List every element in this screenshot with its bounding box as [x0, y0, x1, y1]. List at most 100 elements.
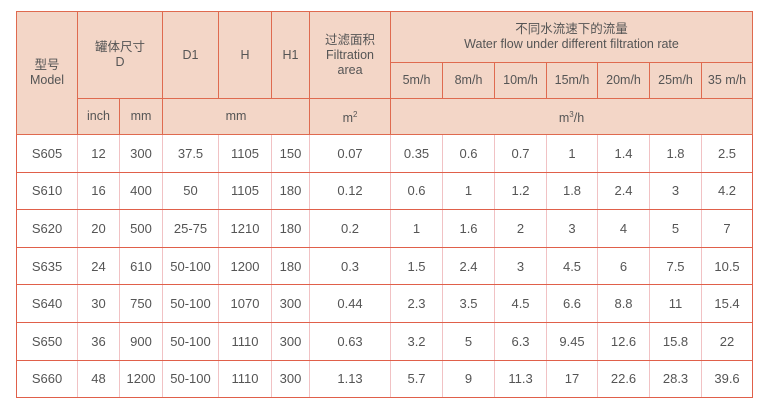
header-water-flow: 不同水流速下的流量 Water flow under different filt…: [390, 11, 754, 63]
cell-area: 0.12: [309, 171, 392, 211]
unit-area: m2: [309, 98, 392, 135]
cell-area: 0.44: [309, 284, 392, 323]
cell-h: 1110: [218, 359, 273, 399]
cell-model: S640: [16, 284, 78, 323]
cell-model: S620: [16, 209, 78, 248]
table-row: S620 20 500 25-75 1210 180 0.2 1 1.6 2 3 4 5 7: [16, 209, 754, 248]
cell-flow: 1.6: [442, 209, 496, 248]
cell-h1: 150: [271, 134, 311, 173]
cell-flow: 4: [597, 209, 651, 248]
cell-flow: 22.6: [597, 359, 651, 399]
cell-flow: 5: [442, 321, 496, 361]
cell-h1: 300: [271, 284, 311, 323]
cell-flow: 39.6: [701, 359, 754, 399]
cell-flow: 11: [649, 284, 703, 323]
table-row: S610 16 400 50 1105 180 0.12 0.6 1 1.2 1.8 2.4 3 4.2: [16, 171, 754, 211]
header-model: 型号 Model: [16, 11, 78, 135]
cell-flow: 15.8: [649, 321, 703, 361]
table-row: S660 48 1200 50-100 1110 300 1.13 5.7 9 11.3 17 22.…: [16, 359, 754, 399]
cell-inch: 36: [77, 321, 120, 361]
cell-inch: 12: [77, 134, 120, 173]
cell-mm: 500: [118, 209, 164, 248]
cell-flow: 0.35: [390, 134, 444, 173]
header-rate: 5m/h: [390, 62, 444, 99]
cell-model: S650: [16, 321, 78, 361]
cell-model: S605: [16, 134, 78, 173]
header-rate: 25m/h: [649, 62, 703, 99]
cell-flow: 2.4: [442, 246, 496, 286]
header-h: H: [218, 11, 273, 99]
cell-flow: 5.7: [390, 359, 444, 399]
cell-model: S660: [16, 359, 78, 399]
cell-h: 1200: [218, 246, 273, 286]
header-rate: 10m/h: [494, 62, 548, 99]
cell-area: 0.3: [309, 246, 392, 286]
cell-flow: 1: [390, 209, 444, 248]
cell-flow: 3.2: [390, 321, 444, 361]
cell-flow: 15.4: [701, 284, 754, 323]
cell-flow: 9.45: [546, 321, 599, 361]
cell-h1: 180: [271, 209, 311, 248]
unit-flow: m3/h: [390, 98, 754, 135]
cell-flow: 9: [442, 359, 496, 399]
cell-h: 1105: [218, 171, 273, 211]
unit-mm: mm: [118, 98, 164, 135]
unit-inch: inch: [77, 98, 120, 135]
cell-flow: 2.5: [701, 134, 754, 173]
cell-flow: 6.6: [546, 284, 599, 323]
table-row: S650 36 900 50-100 1110 300 0.63 3.2 5 6.3 9.45 12.…: [16, 321, 754, 361]
cell-flow: 17: [546, 359, 599, 399]
header-rate: 20m/h: [597, 62, 651, 99]
cell-flow: 22: [701, 321, 754, 361]
cell-inch: 16: [77, 171, 120, 211]
cell-mm: 300: [118, 134, 164, 173]
cell-h: 1070: [218, 284, 273, 323]
cell-flow: 1.5: [390, 246, 444, 286]
header-tank-size: 罐体尺寸 D: [76, 11, 164, 99]
table-row: S640 30 750 50-100 1070 300 0.44 2.3 3.5 4.5 6.6 8.…: [16, 284, 754, 323]
cell-flow: 0.6: [442, 134, 496, 173]
cell-model: S635: [16, 246, 78, 286]
cell-h: 1110: [218, 321, 273, 361]
cell-h1: 180: [271, 171, 311, 211]
cell-area: 1.13: [309, 359, 392, 399]
cell-area: 0.2: [309, 209, 392, 248]
cell-h1: 300: [271, 321, 311, 361]
cell-flow: 28.3: [649, 359, 703, 399]
cell-mm: 1200: [118, 359, 164, 399]
cell-flow: 3.5: [442, 284, 496, 323]
cell-flow: 3: [494, 246, 548, 286]
cell-flow: 4.2: [701, 171, 754, 211]
header-rate: 35 m/h: [701, 62, 754, 99]
cell-d1: 37.5: [162, 134, 220, 173]
cell-flow: 4.5: [546, 246, 599, 286]
cell-inch: 24: [77, 246, 120, 286]
cell-flow: 11.3: [494, 359, 548, 399]
cell-mm: 610: [118, 246, 164, 286]
cell-flow: 10.5: [701, 246, 754, 286]
cell-h: 1105: [218, 134, 273, 173]
cell-flow: 1: [442, 171, 496, 211]
cell-d1: 50-100: [162, 284, 220, 323]
cell-flow: 7.5: [649, 246, 703, 286]
cell-mm: 400: [118, 171, 164, 211]
cell-flow: 1: [546, 134, 599, 173]
cell-flow: 1.2: [494, 171, 548, 211]
cell-flow: 1.8: [546, 171, 599, 211]
cell-h1: 300: [271, 359, 311, 399]
unit-mm-dimensions: mm: [162, 98, 311, 135]
cell-h: 1210: [218, 209, 273, 248]
cell-d1: 50-100: [162, 321, 220, 361]
cell-d1: 25-75: [162, 209, 220, 248]
cell-model: S610: [16, 171, 78, 211]
cell-flow: 8.8: [597, 284, 651, 323]
cell-h1: 180: [271, 246, 311, 286]
cell-flow: 1.4: [597, 134, 651, 173]
cell-flow: 12.6: [597, 321, 651, 361]
cell-flow: 7: [701, 209, 754, 248]
cell-flow: 1.8: [649, 134, 703, 173]
cell-flow: 5: [649, 209, 703, 248]
cell-flow: 4.5: [494, 284, 548, 323]
cell-inch: 20: [77, 209, 120, 248]
header-filtration-area: 过滤面积 Filtration area: [309, 11, 392, 99]
